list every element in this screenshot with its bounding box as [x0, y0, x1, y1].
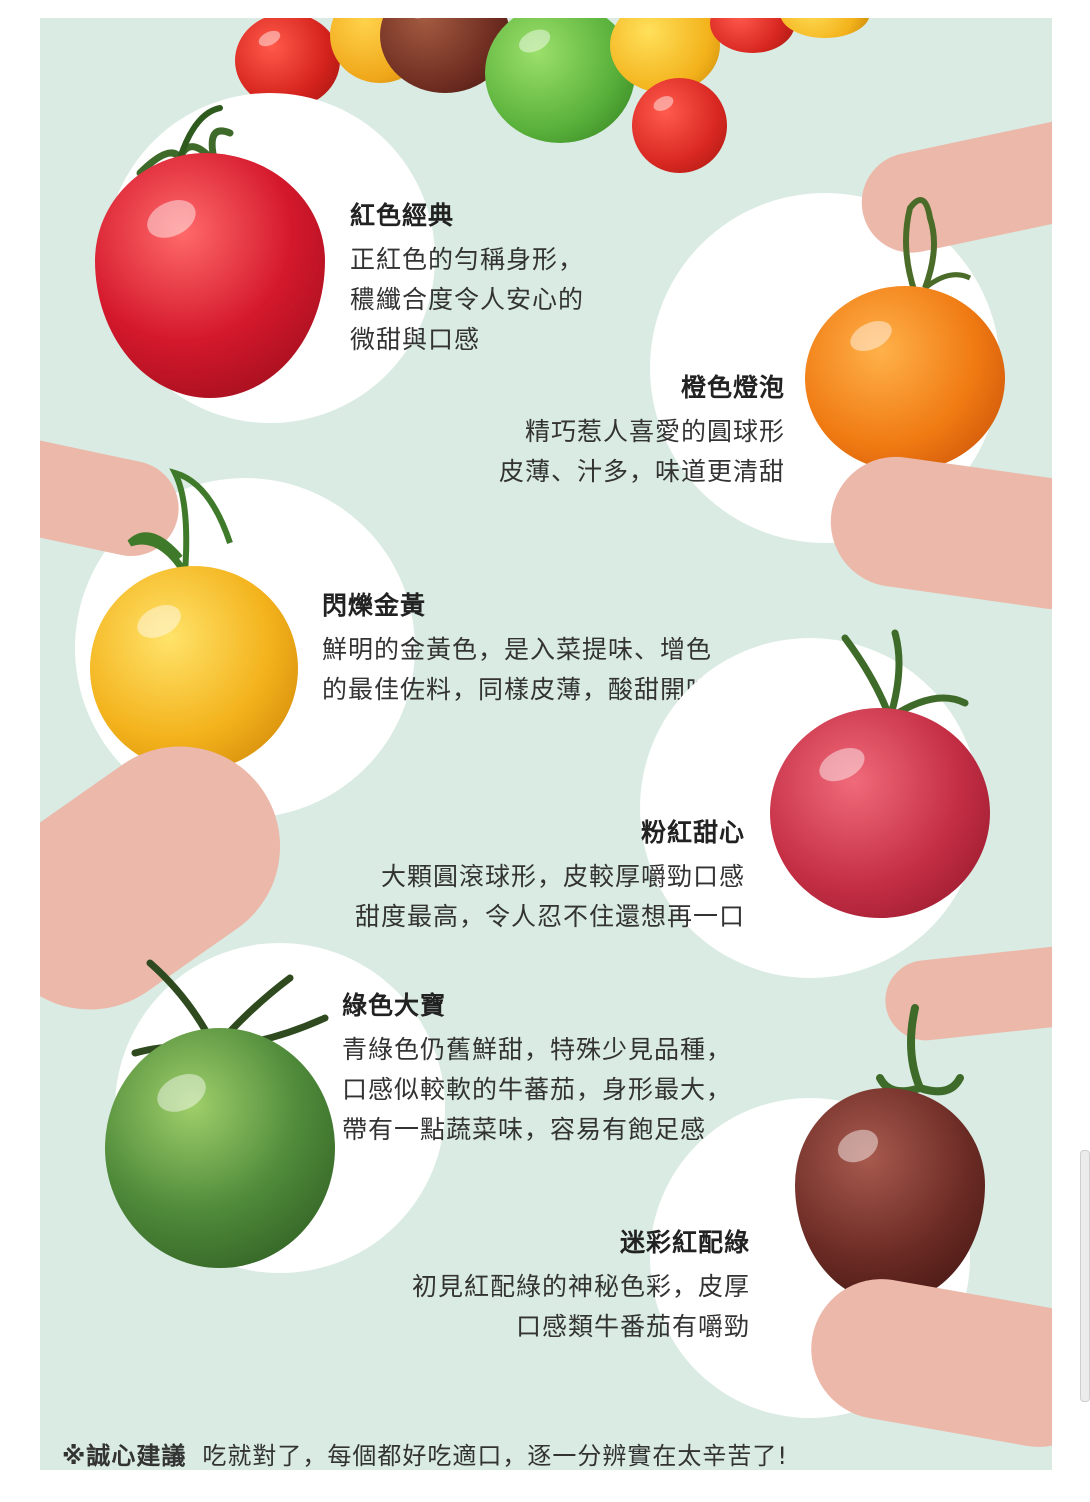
variety-desc-line: 甜度最高，令人忍不住還想再一口 [354, 902, 745, 931]
variety-desc-line: 穠纖合度令人安心的 [350, 285, 585, 314]
text-block-green-treasure: 綠色大寶 青綠色仍舊鮮甜，特殊少見品種， 口感似較軟的牛蕃茄，身形最大， 帶有一… [342, 986, 782, 1150]
variety-desc-line: 大顆圓滾球形，皮較厚嚼勁口感 [380, 862, 745, 891]
finger-bottom-orange [822, 448, 1052, 618]
text-block-pink-sweetheart: 粉紅甜心 大顆圓滾球形，皮較厚嚼勁口感 甜度最高，令人忍不住還想再一口 [305, 813, 745, 937]
scrollbar[interactable] [1080, 1150, 1090, 1402]
variety-desc-line: 皮薄、汁多，味道更清甜 [498, 457, 785, 486]
stem-golden-yellow [127, 468, 233, 575]
text-block-orange-bulb: 橙色燈泡 精巧惹人喜愛的圓球形 皮薄、汁多，味道更清甜 [420, 368, 785, 492]
variety-desc-line: 鮮明的金黃色，是入菜提味、增色 [322, 635, 713, 664]
tomato-golden-yellow [90, 566, 298, 771]
tomato-green-treasure [105, 1028, 335, 1268]
variety-desc-line: 青綠色仍舊鮮甜，特殊少見品種， [342, 1035, 733, 1064]
stem-red-classic [136, 105, 234, 177]
tomato-red-classic [95, 153, 325, 398]
variety-desc-line: 初見紅配綠的神秘色彩，皮厚 [411, 1272, 750, 1301]
variety-title: 橙色燈泡 [680, 373, 785, 402]
stem-orange-bulb [903, 197, 972, 294]
text-block-golden-yellow: 閃爍金黃 鮮明的金黃色，是入菜提味、增色 的最佳佐料，同樣皮薄，酸甜開味 [322, 586, 782, 710]
tomato-poster: 紅色經典 正紅色的勻稱身形， 穠纖合度令人安心的 微甜與口感 橙色燈泡 精巧惹人… [40, 18, 1052, 1470]
tomato-camouflage [795, 1088, 985, 1303]
top-yellow-tomato-3 [780, 18, 870, 38]
text-block-camouflage: 迷彩紅配綠 初見紅配綠的神秘色彩，皮厚 口感類牛番茄有嚼勁 [345, 1223, 750, 1347]
tomato-orange-bulb [805, 286, 1005, 471]
variety-title: 閃爍金黃 [322, 591, 427, 620]
footer-label: ※誠心建議 [62, 1442, 187, 1470]
variety-title: 迷彩紅配綠 [619, 1228, 750, 1257]
variety-desc-line: 正紅色的勻稱身形， [350, 245, 585, 274]
variety-desc-line: 精巧惹人喜愛的圓球形 [524, 417, 785, 446]
variety-desc-line: 口感類牛番茄有嚼勁 [515, 1312, 750, 1341]
variety-title: 紅色經典 [350, 201, 455, 230]
variety-title: 綠色大寶 [342, 991, 447, 1020]
top-red-tomato-3 [710, 18, 795, 53]
top-red-tomato-2 [632, 78, 727, 173]
finger-bottom-camouflage [800, 1268, 1052, 1458]
footer-suggestion: ※誠心建議 吃就對了，每個都好吃適口，逐一分辨實在太辛苦了! [62, 1436, 788, 1471]
tomato-pink-sweetheart [770, 708, 990, 918]
text-block-red-classic: 紅色經典 正紅色的勻稱身形， 穠纖合度令人安心的 微甜與口感 [350, 196, 670, 360]
footer-text: 吃就對了，每個都好吃適口，逐一分辨實在太辛苦了! [202, 1442, 788, 1470]
variety-desc-line: 帶有一點蔬菜味，容易有飽足感 [342, 1115, 707, 1144]
variety-desc-line: 微甜與口感 [350, 325, 481, 354]
variety-desc-line: 口感似較軟的牛蕃茄，身形最大， [342, 1075, 733, 1104]
variety-desc-line: 的最佳佐料，同樣皮薄，酸甜開味 [322, 675, 713, 704]
variety-title: 粉紅甜心 [640, 818, 745, 847]
